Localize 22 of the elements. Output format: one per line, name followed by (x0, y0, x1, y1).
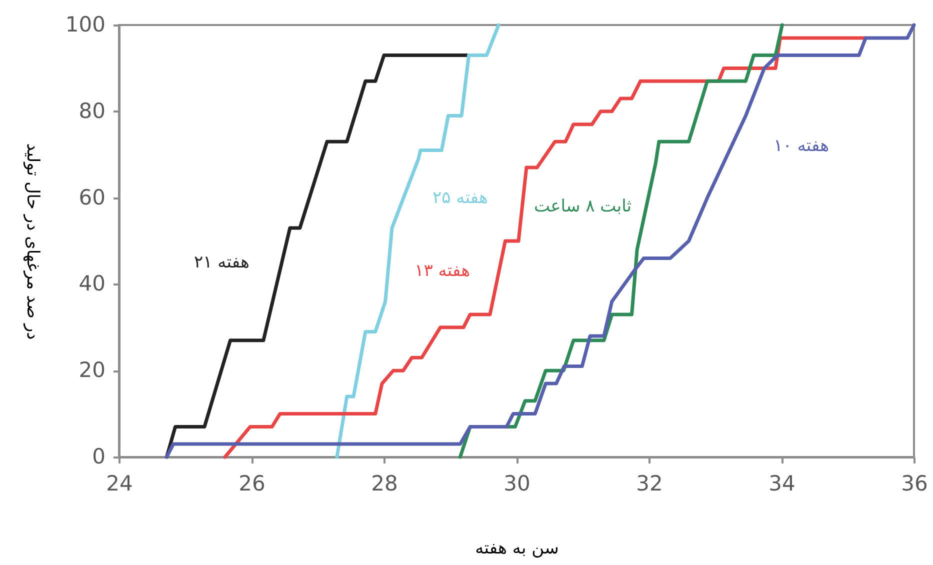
y-tick-label: 40 (78, 272, 106, 296)
y-tick-label: 0 (92, 444, 106, 468)
y-tick-label: 60 (78, 185, 106, 210)
series-label: ثابت ۸ ساعت (534, 196, 632, 216)
x-tick-label: 26 (238, 472, 266, 496)
series-label: ۲۵ هفته (432, 188, 488, 208)
series-label: ۱۳ هفته (414, 261, 470, 282)
x-tick-label: 28 (371, 472, 398, 496)
x-tick-label: 34 (768, 472, 796, 496)
x-tick-label: 30 (504, 472, 530, 496)
x-tick-label: 24 (106, 472, 133, 496)
x-tick-label: 36 (901, 472, 928, 496)
series-label: ۱۰ هفته (774, 136, 830, 156)
line-series (335, 23, 500, 459)
y-tick-label: 100 (65, 12, 106, 36)
x-tick-label: 32 (636, 472, 663, 496)
line-series (164, 23, 916, 459)
x-axis-title: سن به هفته (475, 538, 559, 558)
series-label: ۲۱ هفته (194, 252, 250, 273)
y-axis-title: در صد مرغهای در حال تولید (22, 143, 42, 340)
y-tick-label: 20 (78, 358, 106, 382)
y-tick-label: 80 (78, 98, 106, 123)
